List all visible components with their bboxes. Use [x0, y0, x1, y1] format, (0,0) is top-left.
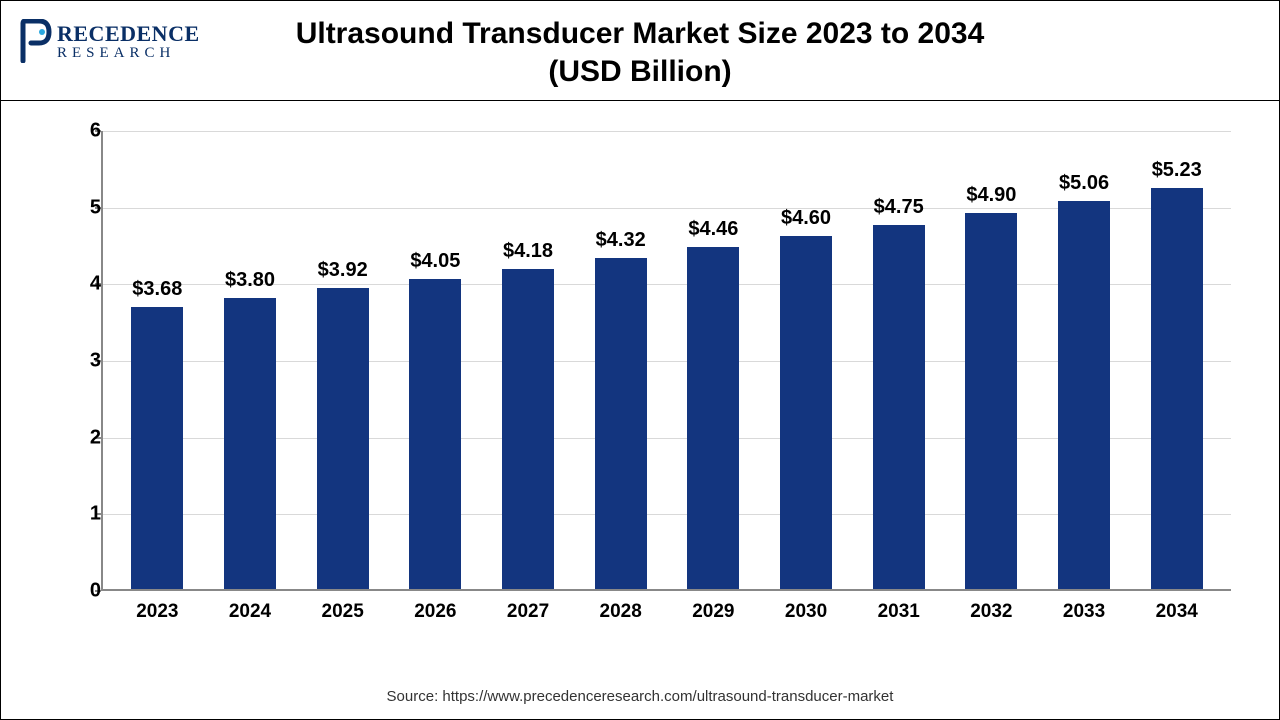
bar-value-label: $4.90 — [966, 184, 1016, 207]
bar-value-label: $4.05 — [410, 250, 460, 273]
bar-value-label: $3.92 — [318, 259, 368, 282]
y-axis-tick-label: 0 — [61, 580, 101, 603]
y-axis-tick-label: 5 — [61, 196, 101, 219]
x-axis-label: 2032 — [970, 601, 1012, 623]
bar-slot: $3.802024 — [204, 131, 297, 589]
x-axis-label: 2031 — [878, 601, 920, 623]
x-axis-label: 2024 — [229, 601, 271, 623]
brand-logo: RECEDENCE RESEARCH — [19, 19, 200, 63]
bar — [224, 298, 276, 589]
bar — [687, 247, 739, 589]
x-axis-label: 2034 — [1156, 601, 1198, 623]
bar-slot: $4.322028 — [574, 131, 667, 589]
x-axis-label: 2027 — [507, 601, 549, 623]
bar — [873, 225, 925, 589]
bar-value-label: $5.23 — [1152, 159, 1202, 182]
bar-value-label: $5.06 — [1059, 172, 1109, 195]
x-axis-label: 2030 — [785, 601, 827, 623]
bar — [595, 258, 647, 589]
x-axis-label: 2028 — [600, 601, 642, 623]
bar-value-label: $4.60 — [781, 207, 831, 230]
bar-slot: $4.182027 — [482, 131, 575, 589]
bars-container: $3.682023$3.802024$3.922025$4.052026$4.1… — [103, 131, 1231, 589]
bar-slot: $4.752031 — [852, 131, 945, 589]
bar-slot: $3.922025 — [296, 131, 389, 589]
bar-value-label: $3.68 — [132, 278, 182, 301]
bar — [1151, 188, 1203, 589]
x-axis-label: 2023 — [136, 601, 178, 623]
logo-text-wrap: RECEDENCE RESEARCH — [57, 21, 200, 62]
bar — [409, 279, 461, 590]
bar — [317, 288, 369, 589]
bar-value-label: $4.32 — [596, 229, 646, 252]
header: RECEDENCE RESEARCH Ultrasound Transducer… — [1, 1, 1279, 101]
bar — [502, 269, 554, 589]
bar — [131, 307, 183, 589]
bar — [1058, 201, 1110, 589]
bar-slot: $4.602030 — [760, 131, 853, 589]
y-axis-tick-label: 4 — [61, 273, 101, 296]
bar-value-label: $4.75 — [874, 196, 924, 219]
bar-value-label: $3.80 — [225, 269, 275, 292]
chart-area: $3.682023$3.802024$3.922025$4.052026$4.1… — [61, 131, 1241, 641]
y-axis-tick-label: 1 — [61, 503, 101, 526]
bar-slot: $4.902032 — [945, 131, 1038, 589]
logo-brand-bottom: RESEARCH — [57, 45, 200, 62]
x-axis-label: 2033 — [1063, 601, 1105, 623]
bar-value-label: $4.46 — [688, 218, 738, 241]
bar-slot: $5.232034 — [1130, 131, 1223, 589]
bar-slot: $4.052026 — [389, 131, 482, 589]
bar-slot: $3.682023 — [111, 131, 204, 589]
y-axis-tick-label: 3 — [61, 350, 101, 373]
x-axis-label: 2025 — [322, 601, 364, 623]
x-axis-label: 2026 — [414, 601, 456, 623]
bar-slot: $5.062033 — [1038, 131, 1131, 589]
bar — [965, 213, 1017, 589]
x-axis-label: 2029 — [692, 601, 734, 623]
source-caption: Source: https://www.precedenceresearch.c… — [1, 688, 1279, 705]
logo-brand-top: RECEDENCE — [57, 21, 200, 47]
y-axis-tick-label: 6 — [61, 120, 101, 143]
y-axis-tick-label: 2 — [61, 426, 101, 449]
chart-frame: RECEDENCE RESEARCH Ultrasound Transducer… — [0, 0, 1280, 720]
bar — [780, 236, 832, 589]
bar-value-label: $4.18 — [503, 240, 553, 263]
plot-region: $3.682023$3.802024$3.922025$4.052026$4.1… — [101, 131, 1231, 591]
logo-p-icon — [19, 19, 53, 63]
bar-slot: $4.462029 — [667, 131, 760, 589]
